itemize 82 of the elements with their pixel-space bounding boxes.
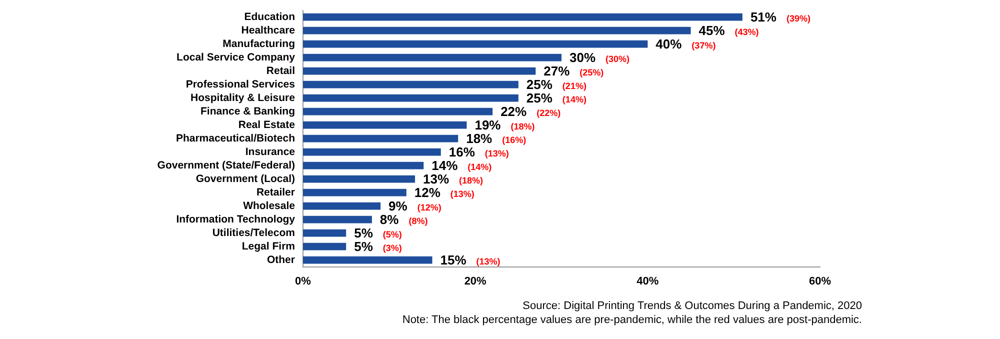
annotation: (12%) bbox=[417, 202, 442, 213]
bar bbox=[303, 40, 648, 48]
data-label: 40% bbox=[656, 36, 682, 52]
source-note: Source: Digital Printing Trends & Outcomes During a Pandemic, 2020 bbox=[522, 300, 862, 312]
data-label: 30% bbox=[570, 50, 596, 66]
bar bbox=[303, 13, 742, 21]
data-label: 25% bbox=[526, 90, 553, 106]
annotation: (13%) bbox=[476, 256, 500, 267]
annotation: (18%) bbox=[510, 122, 535, 132]
data-label: 9% bbox=[388, 198, 408, 214]
y-tick-label: Finance & Banking bbox=[200, 105, 295, 118]
y-tick-label: Local Service Company bbox=[176, 51, 296, 64]
bar bbox=[303, 175, 416, 183]
annotation: (43%) bbox=[734, 27, 759, 38]
annotation: (14%) bbox=[468, 162, 492, 172]
y-tick-label: Wholesale bbox=[243, 200, 296, 212]
y-tick-label: Retail bbox=[266, 64, 296, 77]
y-tick-label: Real Estate bbox=[238, 118, 296, 131]
bar bbox=[303, 67, 536, 75]
text: Note: The black percentage values are pre-pandemic, while the red values are post-pandemic. bbox=[402, 314, 862, 326]
y-tick-label: Legal Firm bbox=[242, 240, 295, 252]
data-label: 12% bbox=[414, 185, 441, 200]
bar bbox=[303, 216, 372, 224]
data-label: 13% bbox=[423, 172, 450, 187]
y-tick-label: Manufacturing bbox=[222, 38, 295, 50]
y-tick-label: Other bbox=[266, 254, 295, 266]
annotation: (30%) bbox=[606, 54, 630, 64]
data-label: 16% bbox=[448, 144, 476, 160]
annotation: (3%) bbox=[382, 243, 402, 254]
data-label: 5% bbox=[354, 226, 374, 241]
data-label: 51% bbox=[750, 10, 777, 25]
y-tick-label: Pharmaceutical/Biotech bbox=[176, 132, 295, 144]
data-label: 19% bbox=[474, 118, 502, 133]
bar bbox=[303, 148, 441, 156]
y-tick-label: Hospitality & Leisure bbox=[190, 92, 296, 104]
x-tick-label: 40% bbox=[636, 275, 659, 288]
bar bbox=[303, 188, 406, 196]
y-tick-label: Healthcare bbox=[241, 24, 296, 36]
data-label: 5% bbox=[354, 239, 374, 254]
y-tick-label: Professional Services bbox=[186, 78, 296, 90]
annotation: (5%) bbox=[382, 230, 402, 240]
annotation: (21%) bbox=[562, 81, 586, 92]
annotation: (37%) bbox=[692, 40, 716, 51]
annotation: (14%) bbox=[562, 94, 586, 105]
y-tick-label: Government (Local) bbox=[196, 172, 295, 185]
annotation: (25%) bbox=[580, 68, 604, 78]
data-label: 15% bbox=[440, 252, 467, 268]
data-label: 18% bbox=[466, 131, 493, 146]
data-label: 8% bbox=[380, 212, 400, 228]
x-tick-label: 20% bbox=[464, 275, 487, 288]
annotation: (13%) bbox=[450, 189, 474, 200]
y-tick-label: Government (State/Federal) bbox=[157, 159, 295, 172]
bar bbox=[303, 162, 424, 170]
bar bbox=[303, 202, 381, 210]
y-tick-label: Retailer bbox=[256, 186, 295, 198]
bar bbox=[303, 54, 562, 62]
x-tick-label: 0% bbox=[295, 275, 312, 288]
bar bbox=[303, 134, 458, 142]
y-tick-label: Education bbox=[244, 10, 295, 23]
data-label: 14% bbox=[432, 158, 458, 174]
annotation: (22%) bbox=[536, 108, 561, 118]
x-tick-label: 60% bbox=[808, 275, 832, 288]
data-label: 45% bbox=[698, 23, 726, 38]
y-tick-label: Insurance bbox=[245, 146, 296, 158]
bar bbox=[303, 108, 493, 116]
bar bbox=[303, 242, 346, 250]
annotation: (13%) bbox=[484, 148, 509, 159]
y-tick-label: Utilities/Telecom bbox=[212, 226, 295, 239]
data-label: 22% bbox=[500, 104, 528, 120]
bar bbox=[303, 256, 432, 264]
data-label: 25% bbox=[526, 77, 553, 92]
bar bbox=[303, 121, 467, 129]
annotation: (8%) bbox=[408, 216, 428, 226]
bar bbox=[303, 229, 346, 237]
bar bbox=[303, 26, 691, 34]
annotation: (18%) bbox=[459, 176, 484, 186]
bar bbox=[303, 80, 518, 88]
annotation: (16%) bbox=[502, 135, 526, 146]
y-tick-label: Information Technology bbox=[176, 213, 296, 226]
data-label: 27% bbox=[544, 64, 570, 79]
bar bbox=[303, 94, 518, 102]
annotation: (39%) bbox=[786, 14, 810, 24]
